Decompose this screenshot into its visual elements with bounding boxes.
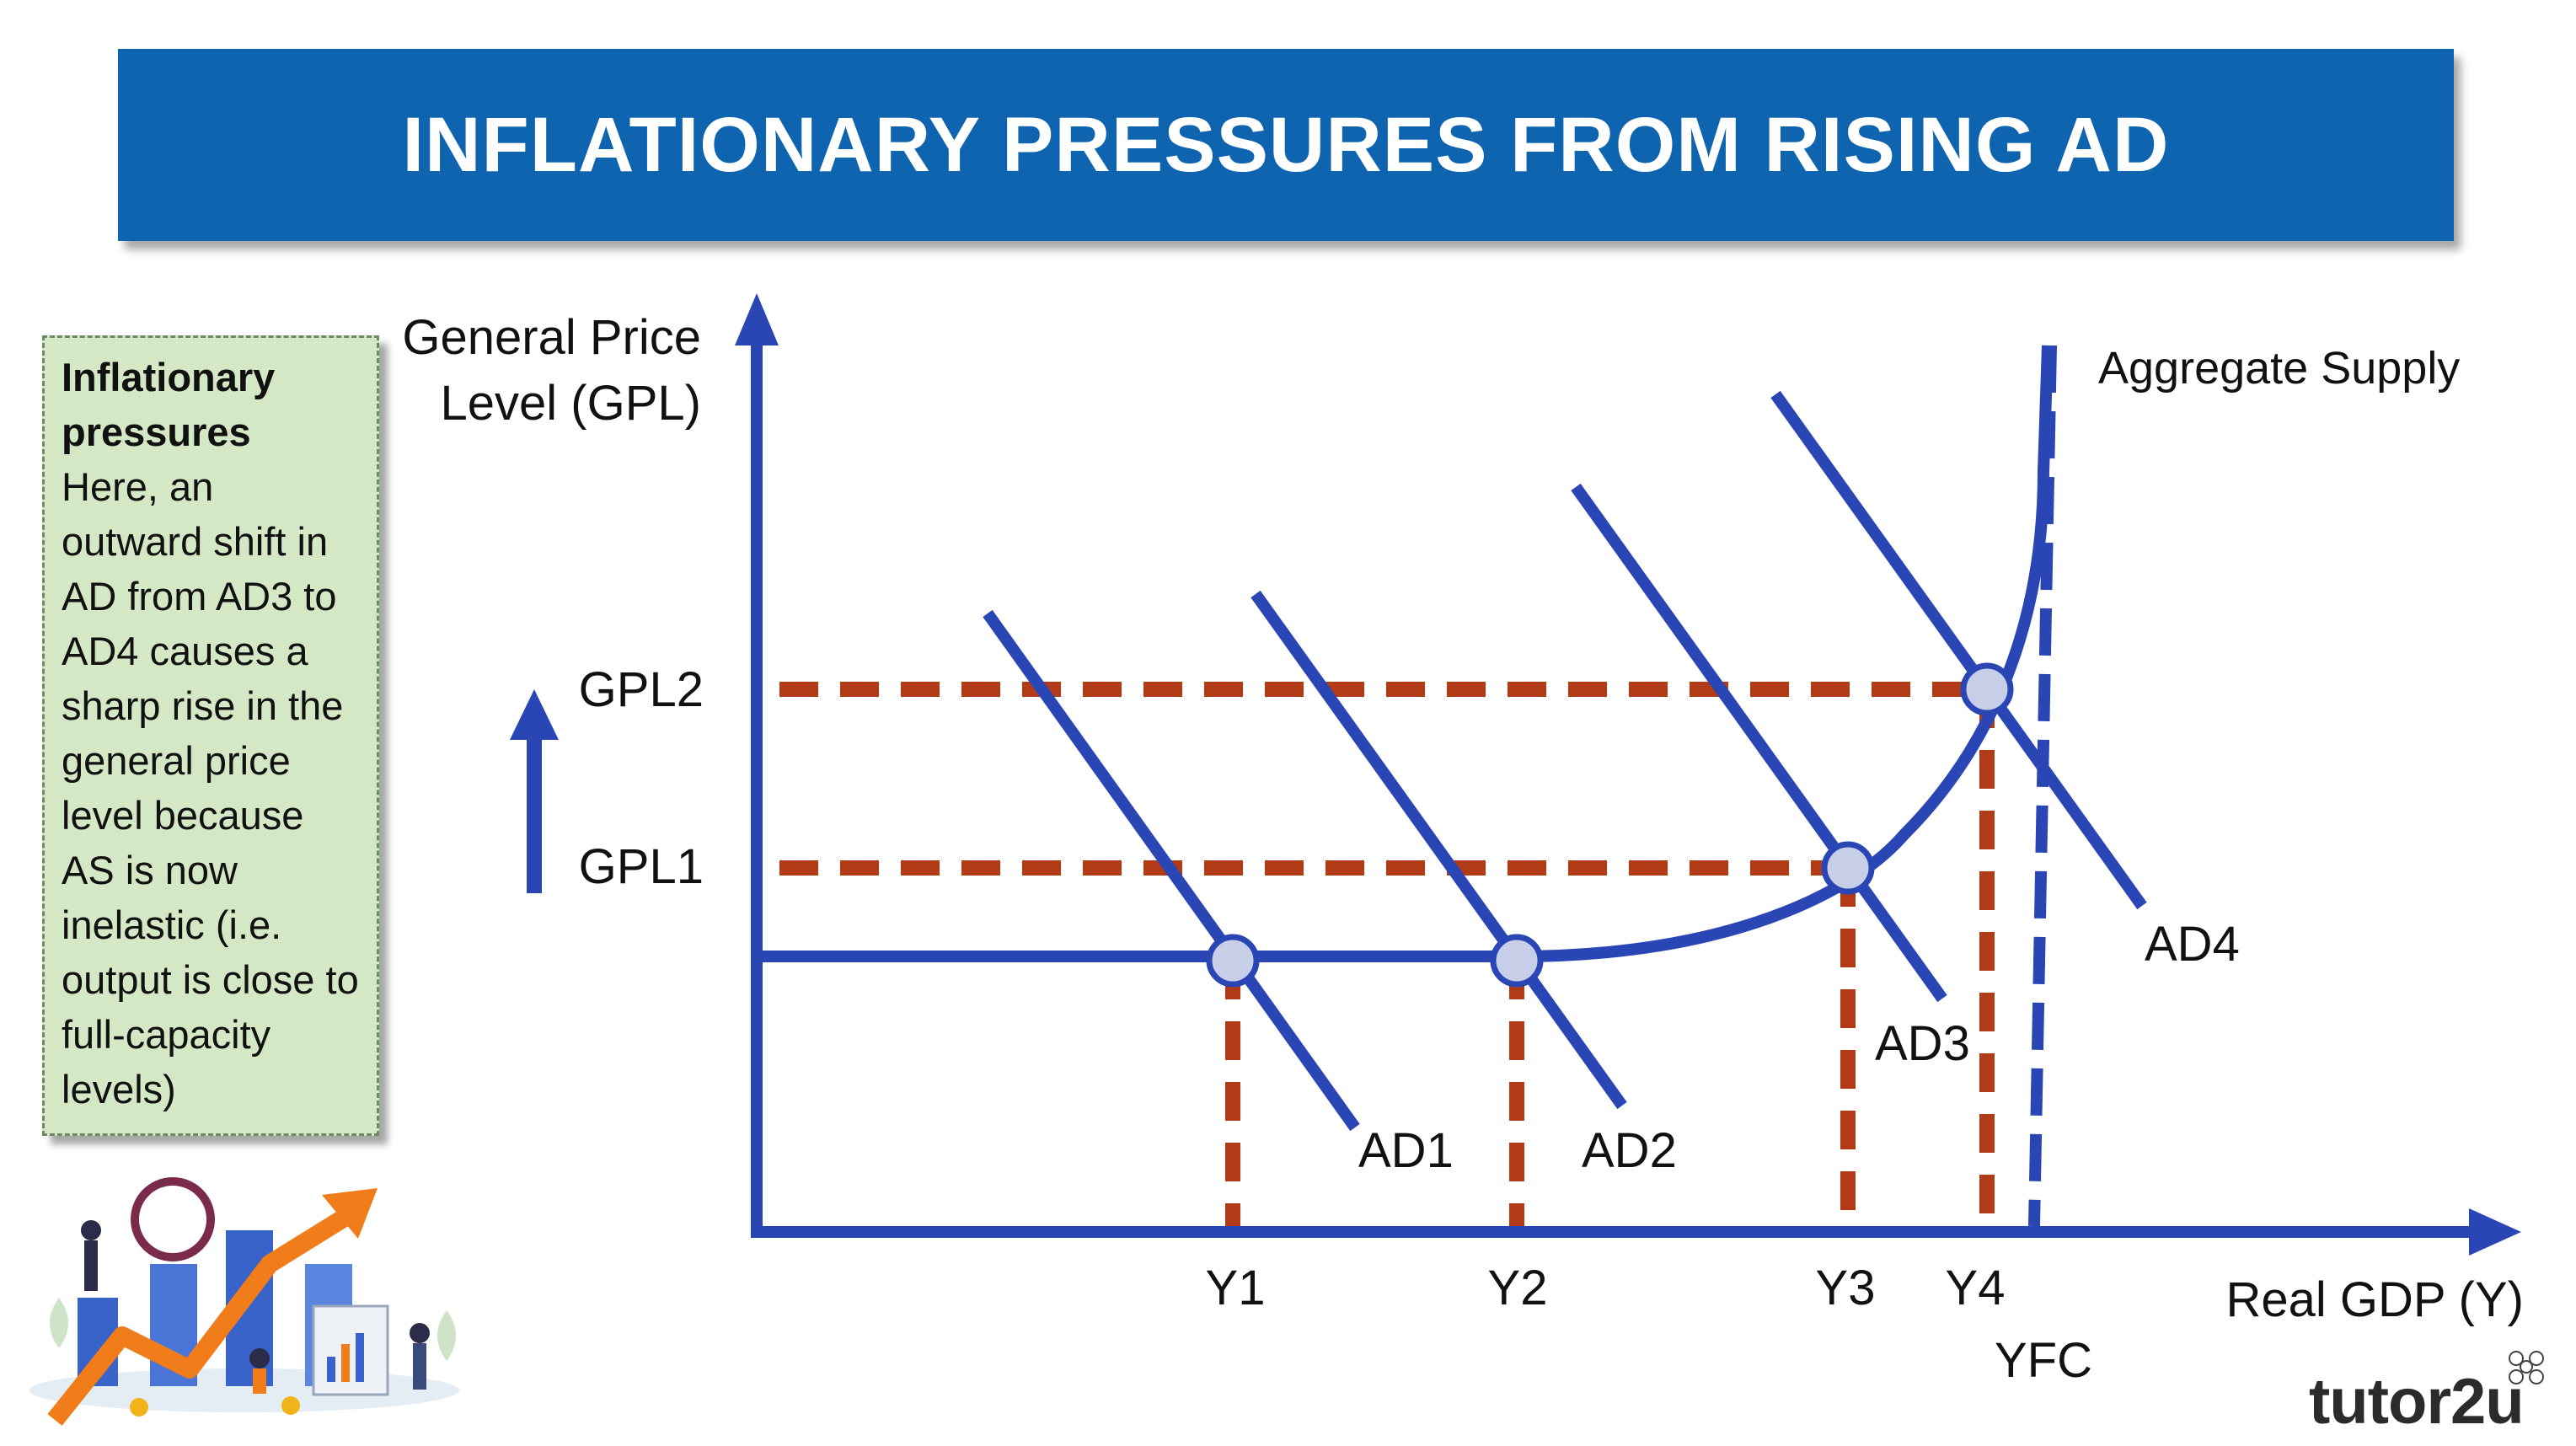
flower-icon	[2509, 1351, 2544, 1384]
ad4-curve	[1770, 390, 2147, 910]
y1-label: Y1	[1206, 1261, 1266, 1315]
ad1-label: AD1	[1358, 1123, 1454, 1178]
ad3-curve	[1571, 483, 1947, 1003]
ad1-curve	[983, 609, 1360, 1132]
equilibrium-point-1	[1206, 934, 1260, 988]
equilibrium-point-4	[1960, 662, 2014, 716]
y-axis-arrowhead	[735, 293, 779, 345]
ad2-label: AD2	[1582, 1123, 1677, 1178]
as-label: Aggregate Supply	[2098, 343, 2460, 394]
gpl2-label: GPL2	[579, 662, 704, 717]
ad4-label: AD4	[2145, 917, 2240, 972]
gpl1-label: GPL1	[579, 839, 704, 894]
note-box: Inflationary pressures Here, an outward …	[42, 335, 379, 1136]
y4-label: Y4	[1946, 1261, 2006, 1315]
brand-logo: tutor2u	[2309, 1366, 2525, 1438]
note-heading: Inflationary pressures	[62, 355, 276, 454]
page-title: INFLATIONARY PRESSURES FROM RISING AD	[402, 101, 2170, 188]
y3-label: Y3	[1816, 1261, 1876, 1315]
note-text: Here, an outward shift in AD from AD3 to…	[62, 464, 359, 1111]
price-rise-arrowhead	[510, 689, 559, 740]
yfc-label: YFC	[1995, 1333, 2092, 1388]
y-axis-label-line2: Level (GPL)	[441, 376, 701, 431]
ad3-label: AD3	[1875, 1016, 1970, 1071]
equilibrium-point-3	[1821, 841, 1875, 895]
equilibrium-point-2	[1490, 934, 1544, 988]
title-banner: INFLATIONARY PRESSURES FROM RISING AD	[118, 49, 2454, 241]
growth-illustration	[29, 1177, 459, 1426]
x-axis-arrowhead	[2469, 1208, 2521, 1256]
y2-label: Y2	[1488, 1261, 1548, 1315]
y-axis-label-line1: General Price	[402, 310, 701, 365]
x-axis-label: Real GDP (Y)	[2226, 1272, 2524, 1327]
ad2-curve	[1251, 590, 1627, 1110]
aggregate-supply-curve	[757, 345, 2054, 962]
